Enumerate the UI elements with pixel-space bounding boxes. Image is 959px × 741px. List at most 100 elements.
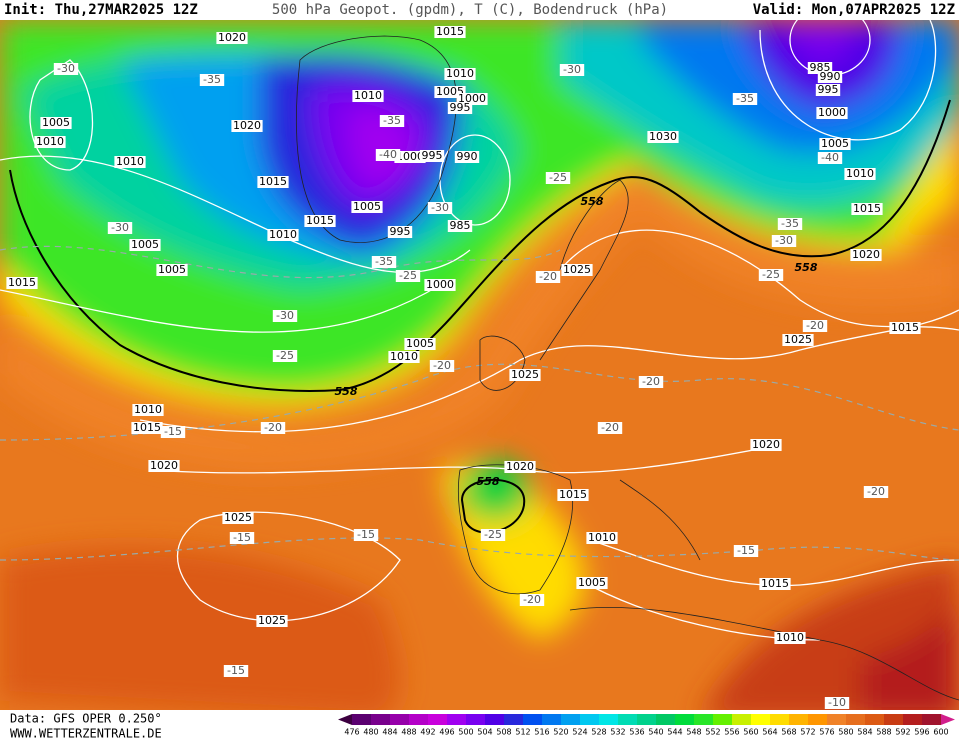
temperature-label: -20 [539,270,557,283]
label-box [535,271,561,283]
colorbar-label: 568 [781,728,796,737]
temperature-label: -25 [762,268,780,281]
temperature-label: -30 [431,201,449,214]
colorbar-swatch [561,714,580,725]
label-box [504,461,536,473]
colorbar-swatch [447,714,466,725]
label-box [388,351,420,363]
label-box [851,203,883,215]
label-box [223,665,249,677]
colorbar-swatch [504,714,523,725]
temperature-label: -20 [806,319,824,332]
label-box [222,512,254,524]
label-box [758,269,784,281]
temperature-label: -10 [828,696,846,709]
label-box [132,404,164,416]
label-box [379,115,405,127]
temperature-label: -25 [549,171,567,184]
label-box [447,102,473,114]
pressure-label: 985 [810,61,831,74]
coastlines [296,35,959,701]
pressure-label: 1030 [649,130,677,143]
pressure-label: 1015 [891,321,919,334]
label-box [160,426,186,438]
colorbar-arrow [338,714,352,725]
label-box [824,697,850,709]
label-box [759,578,791,590]
pressure-label: 995 [422,149,443,162]
colorbar-swatch [846,714,865,725]
label-box [732,93,758,105]
colorbar-swatch [789,714,808,725]
colorbar-label: 524 [572,728,587,737]
label-box [816,107,848,119]
colorbar-label: 540 [648,728,663,737]
colorbar-swatch [599,714,618,725]
colorbar-swatch [352,714,371,725]
label-box [586,532,618,544]
colorbar-label: 588 [876,728,891,737]
pressure-label: 1020 [752,438,780,451]
colorbar-label: 488 [401,728,416,737]
geopotential-label: 558 [581,195,604,208]
label-box [545,172,571,184]
label-box [131,422,163,434]
pressure-label: 1005 [578,576,606,589]
colorbar-label: 572 [800,728,815,737]
label-box [782,334,814,346]
label-box [557,489,589,501]
pressure-label: 1005 [821,137,849,150]
label-box [750,439,782,451]
colorbar-label: 536 [629,728,644,737]
temperature-label: -15 [164,425,182,438]
pressure-label: 1000 [396,150,424,163]
label-box [647,131,679,143]
temperature-label: -30 [111,221,129,234]
label-box [597,422,623,434]
pressure-label: 1010 [134,403,162,416]
temperature-label: -20 [867,485,885,498]
label-box [395,270,421,282]
label-box [819,138,851,150]
label-box [352,90,384,102]
label-box [267,229,299,241]
colorbar-label: 532 [610,728,625,737]
map-field [0,20,959,710]
geopotential-contour [9,99,951,392]
colorbar-label: 496 [439,728,454,737]
colorbar-swatch [580,714,599,725]
label-box [817,152,843,164]
pressure-label: 1005 [406,337,434,350]
colorbar-swatch [770,714,789,725]
geopotential-label: 558 [477,475,500,488]
colorbar-swatch [656,714,675,725]
colorbar-swatch [618,714,637,725]
label-box [480,529,506,541]
temperature-label: -20 [642,375,660,388]
label-box [559,64,585,76]
label-box [419,150,445,162]
pressure-label: 1010 [269,228,297,241]
geopotential-label: 558 [795,261,818,274]
pressure-label: 1010 [846,167,874,180]
label-box [844,168,876,180]
colorbar-label: 564 [762,728,777,737]
colorbar-swatch [428,714,447,725]
label-box [216,32,248,44]
label-box [850,249,882,261]
pressure-label: 1010 [116,155,144,168]
pressure-label: 1020 [506,460,534,473]
label-box [561,264,593,276]
colorbar-label: 548 [686,728,701,737]
pressure-label: 1010 [588,531,616,544]
pressure-label: 1005 [158,263,186,276]
label-box [802,320,828,332]
temperature-label: -30 [775,234,793,247]
temperature-label: -15 [233,531,251,544]
label-box [434,26,466,38]
label-box [404,338,436,350]
temperature-label: -35 [736,92,754,105]
colorbar-label: 600 [933,728,948,737]
